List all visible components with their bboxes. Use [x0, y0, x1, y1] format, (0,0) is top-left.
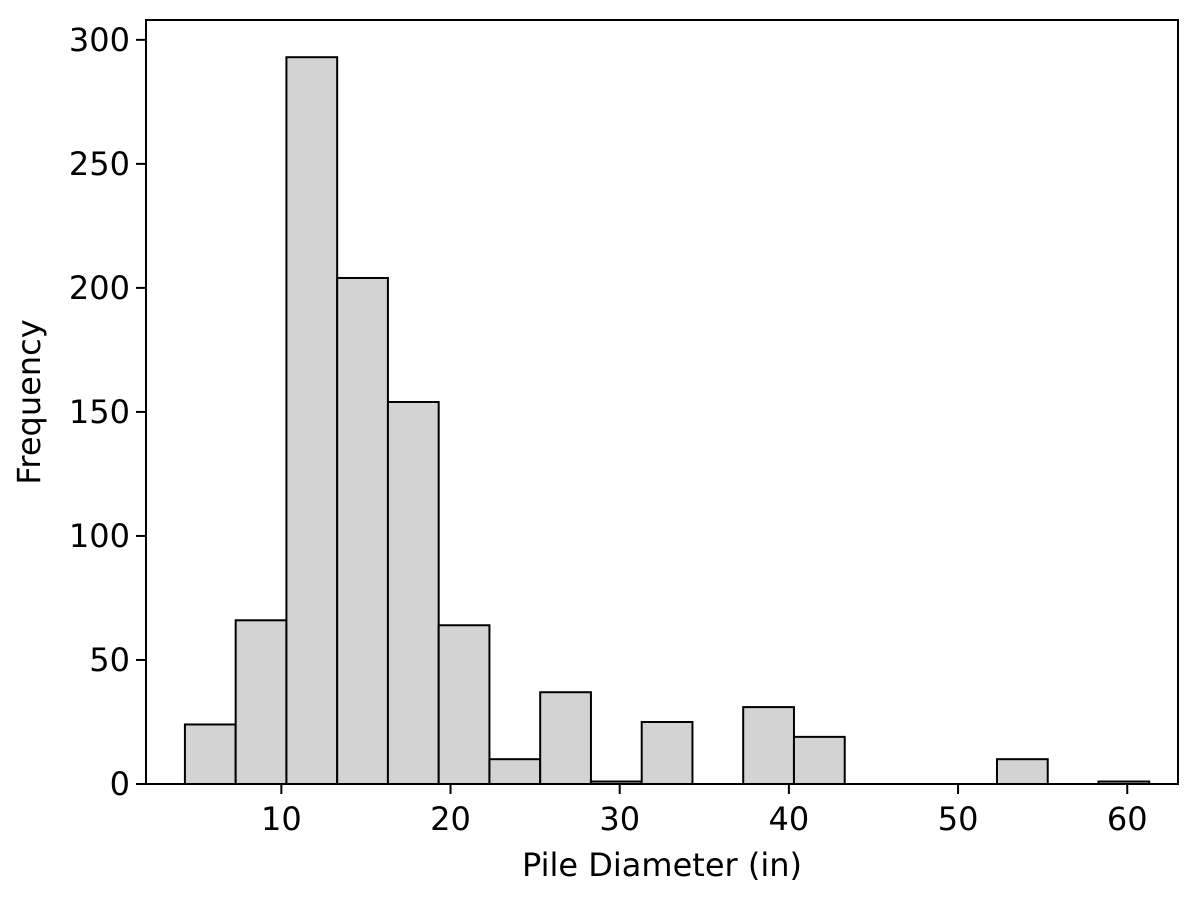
histogram-bar-16: [995, 758, 1049, 786]
histogram-bar-6: [488, 758, 542, 786]
x-tick-label-5: 60: [1107, 800, 1148, 838]
histogram-bar-3: [336, 276, 389, 785]
y-tick-label-0: 0: [110, 765, 130, 803]
y-tick-label-2: 100: [69, 517, 130, 555]
x-tick-label-3: 40: [769, 800, 810, 838]
y-axis-label: Frequency: [10, 319, 48, 484]
y-tick-label-1: 50: [89, 641, 130, 679]
x-tick-label-1: 20: [430, 800, 471, 838]
histogram-bar-11: [742, 706, 795, 785]
histogram-bar-9: [640, 720, 694, 785]
histogram-bar-4: [386, 401, 440, 785]
x-tick-label-2: 30: [599, 800, 640, 838]
y-tick-label-3: 150: [69, 393, 130, 431]
histogram-bar-5: [437, 624, 491, 786]
histogram-bar-7: [539, 691, 592, 785]
x-axis-label: Pile Diameter (in): [522, 846, 802, 884]
x-tick-label-4: 50: [938, 800, 979, 838]
x-axis-ticks: 10 20 30 40 50 60: [261, 784, 1148, 838]
histogram-bar-0: [183, 723, 237, 785]
y-tick-label-5: 250: [69, 145, 130, 183]
y-tick-label-6: 300: [69, 21, 130, 59]
plot-frame: [145, 19, 1179, 785]
x-tick-label-0: 10: [261, 800, 302, 838]
y-tick-label-4: 200: [69, 269, 130, 307]
histogram-bar-1: [234, 619, 288, 785]
histogram-bar-2: [285, 56, 339, 786]
histogram-bar-12: [792, 735, 846, 785]
y-axis-ticks: 0 50 100 150 200 250 300: [69, 21, 146, 803]
bars-group: [183, 56, 1151, 786]
